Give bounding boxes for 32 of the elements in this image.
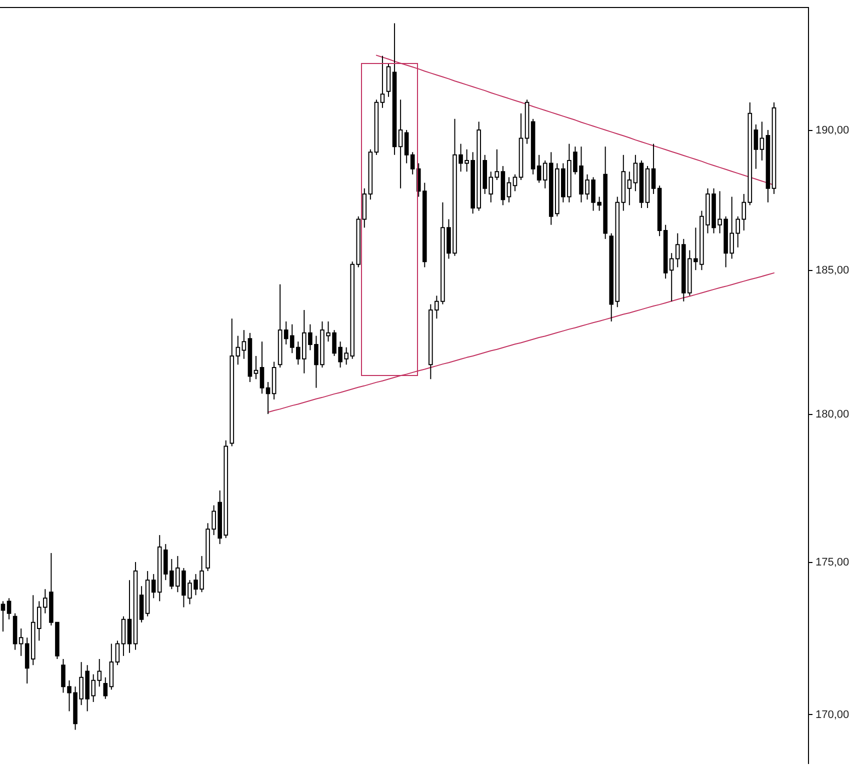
candlestick — [669, 252, 674, 302]
candlestick — [151, 574, 156, 599]
y-tick-label: 180,00 — [816, 408, 850, 421]
y-tick-label: 185,00 — [816, 264, 850, 277]
line-series — [376, 54, 774, 186]
line-series — [268, 272, 774, 413]
candlestick — [651, 143, 656, 194]
y-tick-label: 175,00 — [816, 556, 850, 569]
y-tick-label: 190,00 — [816, 124, 850, 136]
candlestick — [6, 598, 12, 620]
candlestick — [103, 676, 108, 700]
candlestick — [115, 640, 120, 666]
candlestick — [506, 176, 512, 203]
candlestick — [266, 382, 270, 415]
candlestick — [0, 600, 6, 632]
candlestick — [627, 171, 632, 206]
candlestick — [760, 121, 764, 161]
candlestick — [754, 124, 758, 170]
candlestick — [404, 129, 409, 164]
candlestick — [236, 335, 240, 366]
candlestick — [512, 174, 518, 192]
candlestick — [380, 55, 385, 108]
candlestick — [260, 341, 264, 394]
candlestick — [18, 628, 24, 656]
candlestick — [254, 355, 258, 380]
candlestick — [536, 154, 542, 184]
candlestick — [633, 154, 638, 192]
candlestick — [494, 148, 500, 180]
candlestick — [410, 152, 415, 175]
candlestick — [242, 330, 246, 360]
candlestick — [398, 99, 403, 189]
y-tick-label: 170,00 — [816, 708, 850, 721]
